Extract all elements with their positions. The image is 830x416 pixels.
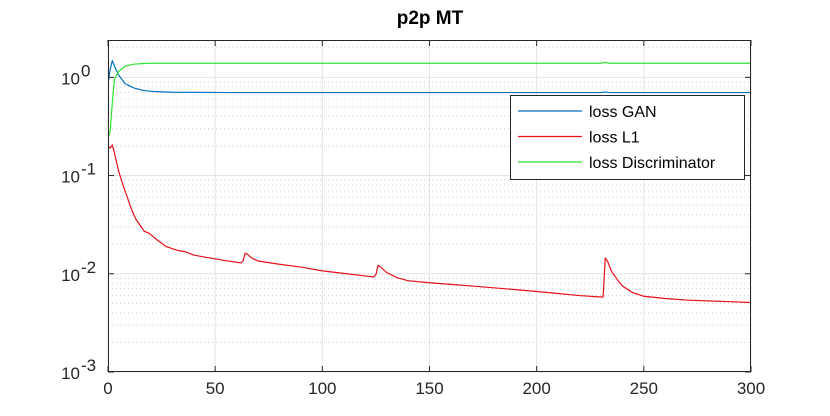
legend-label: loss GAN [589,104,657,121]
x-axis-labels: 0 50 100 150 200 250 300 [103,379,765,398]
y-tick-label: 10 [61,69,80,88]
x-tick-label: 50 [206,379,225,398]
y-tick-exponent: 0 [81,61,90,80]
y-tick-exponent: -3 [81,356,96,375]
x-tick-label: 150 [415,379,443,398]
legend: loss GAN loss L1 loss Discriminator [510,95,745,180]
legend-box [510,95,745,180]
series-line-loss-l1 [108,144,751,304]
y-tick-label: 10 [61,266,80,285]
x-tick-label: 300 [737,379,765,398]
x-tick-label: 200 [522,379,550,398]
chart-title: p2p MT [397,8,464,29]
axis-ticks [107,40,752,373]
series-line-loss-discriminator [108,61,751,139]
series-layer [108,60,751,304]
series-line-loss-gan [108,60,751,94]
y-tick-label: 10 [61,168,80,187]
legend-label: loss Discriminator [589,155,716,172]
legend-label: loss L1 [589,130,640,147]
y-tick-exponent: -1 [81,160,96,179]
y-tick-label: 10 [61,364,80,383]
x-tick-label: 250 [630,379,658,398]
y-tick-exponent: -2 [81,258,96,277]
x-tick-label: 0 [103,379,112,398]
x-tick-label: 100 [308,379,336,398]
